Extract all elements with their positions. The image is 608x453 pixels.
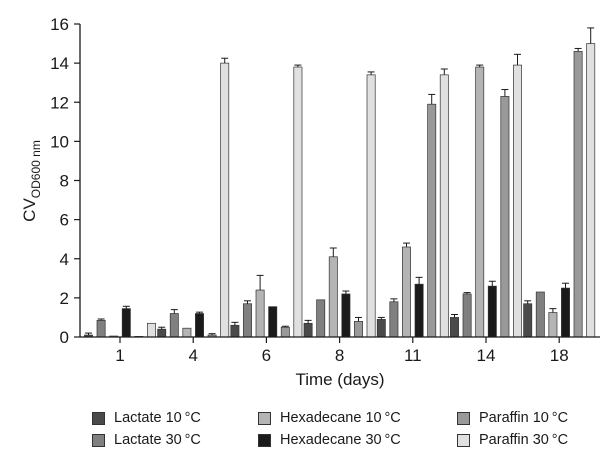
bar [341, 293, 351, 338]
legend-item-paraffin-10: Paraffin 10 °C [457, 410, 568, 426]
bar [366, 74, 376, 338]
bar [147, 322, 156, 338]
x-tick-label: 18 [550, 346, 569, 365]
bar [402, 246, 411, 338]
bar [293, 66, 303, 338]
y-axis-label-subscript: OD600 nm [29, 140, 43, 198]
bar [182, 327, 192, 338]
bar [523, 303, 533, 338]
bar [169, 313, 179, 338]
legend: Lactate 10 °C Hexadecane 10 °C Paraffin … [92, 410, 608, 450]
y-tick-label: 8 [60, 172, 69, 191]
bar [376, 319, 386, 338]
x-tick-label: 8 [335, 346, 344, 365]
bar [450, 317, 459, 338]
bar [439, 74, 449, 338]
y-tick-label: 4 [60, 250, 69, 269]
bar [427, 103, 437, 338]
bar [220, 62, 230, 338]
legend-item-paraffin-30: Paraffin 30 °C [457, 432, 568, 448]
bar [121, 308, 131, 338]
bar [513, 64, 522, 338]
legend-label: Lactate 10 °C [114, 410, 201, 426]
bar [157, 328, 167, 338]
bar [500, 96, 510, 338]
legend-label: Lactate 30 °C [114, 432, 201, 448]
bar [475, 66, 485, 338]
bar [487, 285, 497, 338]
bar [280, 326, 290, 338]
y-tick-label: 0 [60, 328, 69, 347]
legend-swatch [457, 433, 470, 447]
legend-swatch [258, 433, 271, 447]
bar [316, 299, 326, 338]
bar [548, 312, 558, 338]
legend-swatch [92, 411, 105, 425]
legend-item-lactate-10: Lactate 10 °C [92, 410, 201, 426]
legend-swatch [258, 411, 271, 425]
x-tick-label: 11 [404, 346, 422, 365]
bar [586, 43, 596, 338]
y-tick-label: 16 [50, 15, 69, 34]
bar [414, 283, 424, 338]
y-tick-label: 2 [60, 289, 69, 308]
bar [268, 306, 278, 338]
bar [230, 324, 240, 338]
y-axis-label-main: CV [20, 198, 39, 222]
y-tick-label: 14 [50, 54, 69, 73]
bar [195, 313, 204, 338]
bar [573, 51, 583, 338]
x-tick-label: 4 [188, 346, 197, 365]
bar [561, 287, 570, 338]
legend-label: Hexadecane 10 °C [280, 410, 401, 426]
y-tick-label: 6 [60, 211, 69, 230]
bar [389, 301, 399, 338]
x-tick-label: 6 [262, 346, 271, 365]
y-axis-label: CVOD600 nm [20, 140, 43, 222]
bar [255, 289, 265, 338]
legend-label: Hexadecane 30 °C [280, 432, 401, 448]
legend-item-hexadecane-10: Hexadecane 10 °C [258, 410, 401, 426]
bar [328, 256, 338, 338]
bar [96, 320, 106, 338]
y-tick-label: 10 [50, 132, 69, 151]
x-axis-label: Time (days) [295, 370, 384, 389]
bar [303, 322, 313, 338]
legend-swatch [92, 433, 105, 447]
legend-item-hexadecane-30: Hexadecane 30 °C [258, 432, 401, 448]
legend-label: Paraffin 30 °C [479, 432, 569, 448]
legend-label: Paraffin 10 °C [479, 410, 569, 426]
bar [243, 303, 252, 338]
x-tick-label: 14 [477, 346, 496, 365]
bar [462, 293, 472, 338]
legend-item-lactate-30: Lactate 30 °C [92, 432, 201, 448]
x-tick-label: 1 [115, 346, 124, 365]
legend-swatch [457, 411, 470, 425]
bar [354, 321, 363, 338]
y-tick-label: 12 [50, 93, 69, 112]
bar [535, 291, 545, 338]
